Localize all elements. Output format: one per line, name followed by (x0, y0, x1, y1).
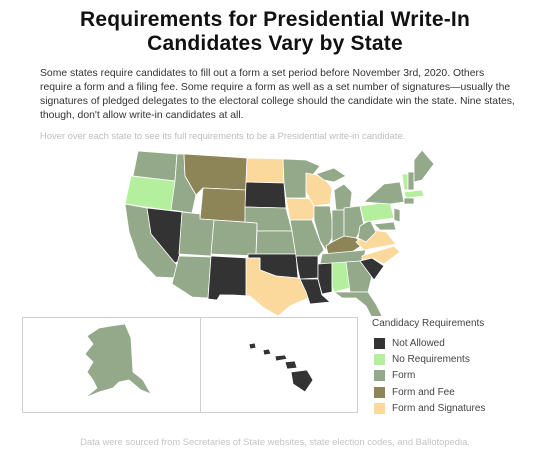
chart-description: Some states require candidates to fill o… (40, 68, 515, 121)
state-connecticut[interactable] (403, 197, 415, 205)
state-arkansas[interactable] (295, 255, 319, 280)
source-note: Data were sourced from Secretaries of St… (80, 436, 470, 447)
state-missouri[interactable] (289, 219, 325, 259)
state-new-jersey[interactable] (393, 207, 401, 223)
state-kansas[interactable] (255, 230, 297, 255)
chart-title: Requirements for Presidential Write-In C… (0, 8, 550, 56)
state-hawaii-island-2[interactable] (262, 348, 272, 356)
state-michigan-upper[interactable] (315, 167, 347, 183)
state-alabama[interactable] (331, 261, 351, 293)
legend-label: Form (392, 370, 416, 382)
state-florida[interactable] (333, 291, 383, 316)
state-washington[interactable] (132, 150, 178, 182)
state-colorado[interactable] (210, 219, 258, 257)
state-south-dakota[interactable] (244, 181, 287, 209)
state-massachusetts[interactable] (403, 189, 425, 199)
us-states-map (124, 149, 435, 316)
legend-swatch (374, 403, 385, 415)
legend-item[interactable]: Form and Signatures (374, 401, 532, 417)
state-maryland[interactable] (373, 221, 397, 231)
state-new-hampshire[interactable] (407, 171, 415, 191)
alaska-map (84, 323, 152, 399)
legend-item[interactable]: Form (374, 368, 532, 384)
state-mississippi[interactable] (317, 262, 333, 295)
state-wyoming[interactable] (199, 187, 247, 223)
legend-swatch (374, 337, 385, 349)
legend-swatch (374, 386, 385, 398)
legend-swatch (374, 354, 385, 366)
chart-title-line-2: Candidates Vary by State (147, 32, 403, 55)
state-hawaii-island-3[interactable] (274, 354, 288, 362)
hawaii-inset (200, 317, 358, 413)
state-alaska[interactable] (84, 323, 152, 399)
state-vermont[interactable] (401, 173, 409, 191)
legend-label: No Requirements (392, 354, 470, 366)
state-maine[interactable] (413, 149, 435, 183)
state-texas[interactable] (219, 257, 309, 316)
state-hawaii-island-1[interactable] (248, 342, 257, 350)
legend-item[interactable]: No Requirements (374, 351, 532, 367)
hover-hint: Hover over each state to see its full re… (40, 130, 406, 141)
state-nevada[interactable] (146, 207, 183, 264)
state-illinois[interactable] (313, 205, 335, 251)
legend-items: Not Allowed No Requirements Form Form and F… (372, 335, 532, 417)
state-hawaii-island-5[interactable] (290, 369, 314, 393)
legend-swatch (374, 370, 385, 382)
legend-item[interactable]: Form and Fee (374, 384, 532, 400)
alaska-inset (22, 317, 202, 413)
hawaii-map (248, 342, 314, 393)
legend-item[interactable]: Not Allowed (374, 335, 532, 351)
state-arizona[interactable] (171, 255, 212, 299)
legend-label: Form and Signatures (392, 403, 486, 415)
state-hawaii-island-4[interactable] (284, 360, 298, 370)
state-pennsylvania[interactable] (359, 201, 395, 223)
legend-title: Candidacy Requirements (372, 318, 485, 329)
chart-title-line-1: Requirements for Presidential Write-In (80, 8, 470, 31)
state-north-dakota[interactable] (245, 157, 285, 184)
state-new-york[interactable] (363, 181, 405, 205)
state-michigan[interactable] (333, 183, 353, 211)
state-north-carolina[interactable] (361, 245, 401, 265)
legend-label: Form and Fee (392, 386, 455, 398)
legend-label: Not Allowed (392, 337, 445, 349)
legend: Candidacy Requirements Not Allowed No Req… (372, 318, 532, 417)
state-new-mexico[interactable] (207, 255, 249, 301)
